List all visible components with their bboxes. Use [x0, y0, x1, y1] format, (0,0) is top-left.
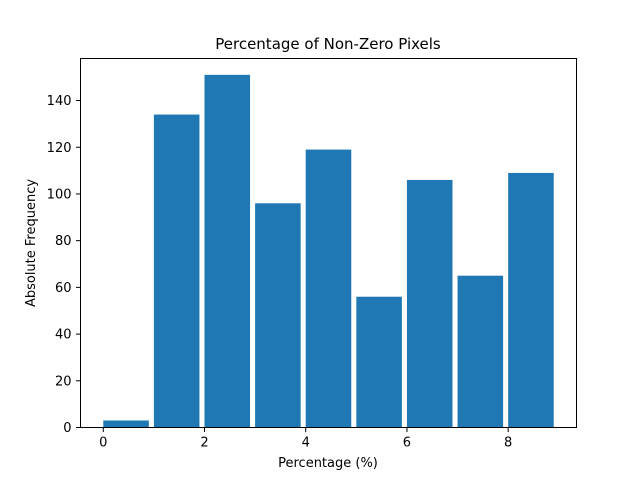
histogram-bar-6 — [356, 296, 402, 428]
x-tick-label-6: 6 — [403, 436, 411, 451]
histogram-bar-5 — [305, 149, 352, 428]
y-tick-label-0: 0 — [63, 421, 71, 436]
y-tick-label-120: 120 — [47, 141, 72, 156]
x-tick-label-0: 0 — [99, 436, 107, 451]
histogram-bar-8 — [457, 275, 504, 428]
x-tick-label-8: 8 — [504, 436, 512, 451]
histogram-bar-1 — [103, 420, 149, 428]
histogram-bar-2 — [153, 114, 200, 428]
histogram-bar-7 — [406, 179, 453, 428]
y-tick-label-20: 20 — [55, 374, 72, 389]
y-tick-label-40: 40 — [55, 328, 72, 343]
x-axis-label: Percentage (%) — [278, 456, 378, 471]
y-tick-label-60: 60 — [55, 281, 72, 296]
histogram-bar-9 — [508, 172, 554, 428]
plot-frame — [80, 58, 577, 428]
y-tick-label-140: 140 — [47, 94, 72, 109]
x-tick-label-2: 2 — [200, 436, 208, 451]
x-tick-label-4: 4 — [302, 436, 310, 451]
histogram-bar-3 — [204, 74, 251, 428]
chart-title: Percentage of Non-Zero Pixels — [215, 35, 441, 53]
y-tick-label-80: 80 — [55, 234, 72, 249]
histogram-bar-4 — [255, 203, 301, 428]
y-tick-label-100: 100 — [47, 187, 72, 202]
y-axis-label: Absolute Frequency — [24, 179, 39, 307]
bars-layer — [103, 74, 554, 428]
